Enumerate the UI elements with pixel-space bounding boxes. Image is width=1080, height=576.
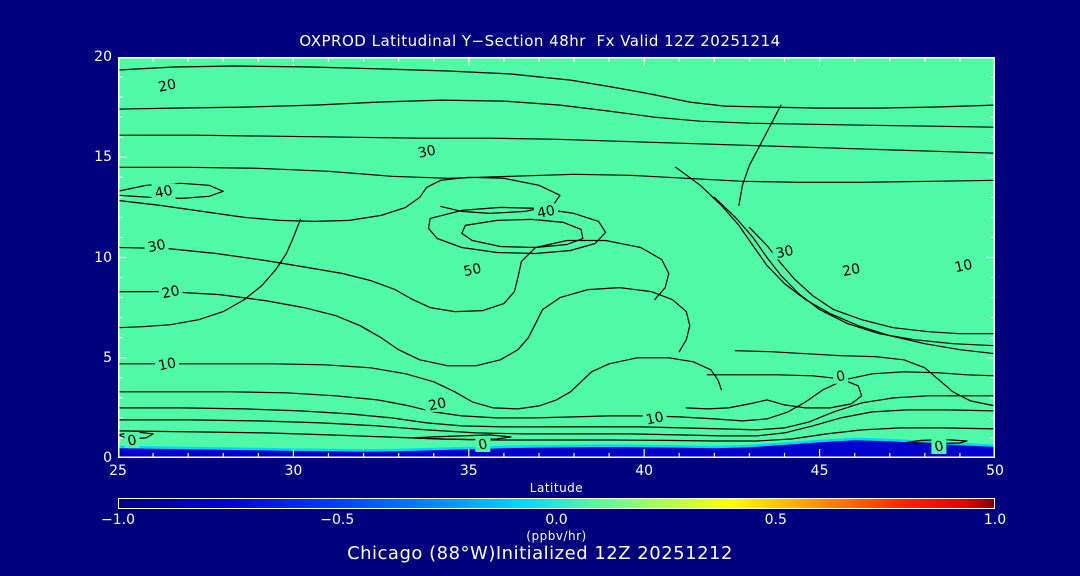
contour-label: 20 bbox=[157, 76, 178, 95]
label-mask bbox=[839, 261, 864, 278]
contour-line bbox=[118, 65, 995, 109]
contour-line bbox=[118, 409, 995, 437]
contour-line bbox=[118, 218, 301, 329]
y-axis-tick-label: 20 bbox=[94, 49, 112, 65]
x-axis-title: Latitude bbox=[529, 481, 584, 495]
label-mask bbox=[475, 436, 491, 452]
chart-caption: Chicago (88°W)Initialized 12Z 20251212 bbox=[347, 543, 733, 564]
contour-label: 20 bbox=[160, 283, 181, 302]
colorbar-tick-label: 0.5 bbox=[764, 512, 787, 528]
contour-line bbox=[738, 104, 782, 206]
label-mask bbox=[931, 438, 947, 454]
contour-labels: 20 30 40 40 30 50 30 20 20 10 10 20 10 0 0 0 0 bbox=[124, 76, 976, 456]
contour-label: 40 bbox=[536, 203, 557, 222]
x-axis-tick-label: 30 bbox=[284, 463, 303, 479]
y-axis-tick-label: 10 bbox=[94, 249, 112, 266]
contour-line bbox=[685, 374, 863, 410]
y-axis-tick-label: 0 bbox=[103, 450, 112, 466]
contour-label: 10 bbox=[157, 355, 178, 374]
contour-lines bbox=[118, 65, 995, 445]
contour-label: 30 bbox=[417, 142, 438, 161]
contour-line bbox=[675, 166, 995, 355]
contour-label: 20 bbox=[427, 395, 448, 414]
contour-line bbox=[118, 239, 670, 313]
colorbar-unit-label: (ppbv/hr) bbox=[526, 529, 587, 543]
y-axis-tick-label: 15 bbox=[94, 149, 112, 166]
contour-label: 10 bbox=[953, 257, 974, 276]
x-axis-tick-label: 40 bbox=[635, 463, 654, 479]
x-axis-tick-label: 25 bbox=[109, 463, 127, 479]
label-mask bbox=[833, 367, 849, 384]
label-mask bbox=[772, 243, 797, 260]
label-mask bbox=[155, 355, 180, 372]
transition-band bbox=[118, 437, 995, 452]
contour-label: 0 bbox=[835, 368, 847, 386]
contour-label: 30 bbox=[774, 243, 795, 262]
field-fill bbox=[118, 57, 995, 458]
y-axis-tick-labels: 0 5 10 15 20 bbox=[78, 49, 112, 466]
negative-surface-layer bbox=[118, 439, 995, 458]
label-mask bbox=[158, 283, 183, 300]
contour-label: 20 bbox=[841, 261, 862, 280]
contour-line bbox=[118, 166, 995, 183]
y-axis-tick-label: 5 bbox=[103, 349, 112, 366]
contour-line bbox=[427, 206, 607, 255]
label-mask bbox=[155, 77, 180, 94]
plot-frame bbox=[118, 57, 995, 458]
colorbar-tick-label: 1.0 bbox=[983, 512, 1007, 528]
contour-plot: 20 30 40 40 30 50 30 20 20 10 10 20 10 0 0 0 0 bbox=[118, 57, 995, 458]
contour-label: 50 bbox=[462, 261, 483, 280]
colorbar-tick-labels: −1.0 −0.5 0.0 0.5 1.0 bbox=[101, 512, 1006, 530]
label-mask bbox=[460, 261, 485, 278]
label-mask bbox=[151, 183, 176, 200]
contour-line bbox=[412, 434, 512, 441]
colorbar-tick-label: −0.5 bbox=[320, 512, 355, 528]
label-mask bbox=[124, 432, 140, 448]
contour-line bbox=[118, 357, 722, 410]
label-mask bbox=[951, 257, 976, 274]
contour-line bbox=[713, 196, 995, 347]
colorbar-tick-label: 0.0 bbox=[545, 512, 568, 528]
colorbar bbox=[118, 498, 995, 509]
plot-area: 20 30 40 40 30 50 30 20 20 10 10 20 10 0 0 0 0 bbox=[118, 57, 995, 458]
contour-label: 40 bbox=[153, 183, 174, 202]
x-axis-tick-label: 35 bbox=[459, 463, 478, 479]
x-axis-tick-label: 45 bbox=[810, 463, 829, 479]
chart-title: OXPROD Latitudinal Y−Section 48hr Fx Val… bbox=[299, 32, 781, 50]
contour-label: 0 bbox=[126, 432, 138, 450]
contour-line bbox=[118, 427, 995, 442]
contour-line bbox=[118, 99, 995, 128]
label-mask bbox=[534, 203, 558, 220]
label-mask bbox=[144, 237, 169, 254]
contour-line bbox=[118, 134, 995, 154]
x-axis-tick-label: 50 bbox=[986, 463, 1004, 479]
colorbar-tick-label: −1.0 bbox=[101, 512, 135, 528]
label-mask bbox=[642, 409, 667, 426]
contour-label: 30 bbox=[146, 237, 167, 256]
contour-line bbox=[461, 218, 584, 249]
contour-label: 10 bbox=[645, 409, 666, 428]
contour-label: 0 bbox=[933, 438, 945, 456]
contour-line bbox=[118, 395, 995, 431]
contour-line bbox=[734, 350, 995, 407]
contour-line bbox=[118, 287, 691, 367]
label-mask bbox=[414, 143, 439, 160]
label-mask bbox=[425, 395, 450, 412]
contour-label: 0 bbox=[477, 436, 489, 454]
x-axis-tick-labels: 25 30 35 40 45 50 bbox=[109, 463, 1004, 483]
